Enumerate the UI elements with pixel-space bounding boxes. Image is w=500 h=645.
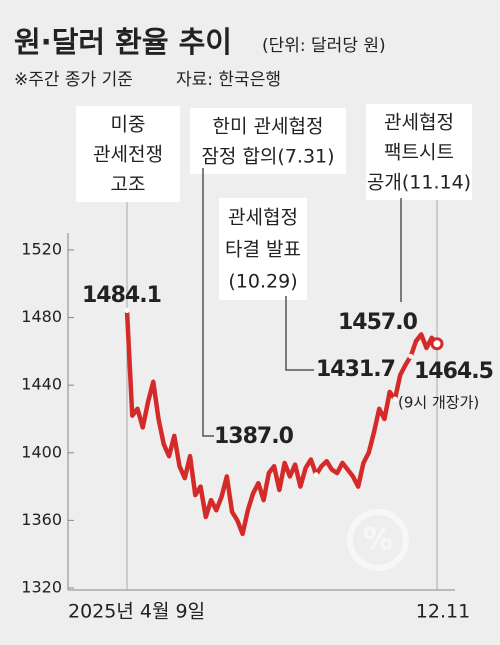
note: (9시 개장가) (398, 394, 479, 412)
data-label: 1387.0 (214, 424, 294, 449)
event-label: 한미 관세협정 (213, 116, 324, 138)
data-label: 1464.5 (414, 359, 493, 384)
subtitle: ※주간 종가 기준 (14, 70, 133, 90)
y-tick-label: 1320 (21, 578, 62, 597)
data-line (124, 310, 439, 537)
data-point (392, 396, 398, 402)
data-label: 1431.7 (316, 357, 395, 382)
data-point (408, 353, 414, 359)
event-label: 고조 (111, 174, 146, 196)
event-box (219, 198, 307, 300)
event-label: 관세협정 (384, 112, 454, 134)
x-tick-label: 12.11 (416, 601, 470, 623)
y-tick-label: 1440 (21, 375, 62, 394)
source: 자료: 한국은행 (176, 70, 281, 90)
y-tick-label: 1520 (21, 239, 62, 258)
percent-icon: % (347, 509, 409, 571)
unit-label: (단위: 달러당 원) (262, 36, 386, 56)
data-label: 1457.0 (338, 310, 418, 335)
event-label: 공개(11.14) (367, 172, 471, 194)
event-label: 미중 (111, 114, 146, 136)
data-label: 1484.1 (82, 283, 161, 308)
y-tick-label: 1480 (21, 307, 62, 326)
y-tick-label: 1360 (21, 510, 62, 529)
event-label: 관세전쟁 (93, 144, 163, 166)
event-label: 타결 발표 (225, 239, 301, 261)
leader-line (202, 168, 214, 437)
event-box (366, 104, 472, 200)
data-point (124, 308, 130, 314)
x-tick-label: 2025년 4월 9일 (68, 601, 205, 623)
data-point (430, 337, 444, 351)
event-label: 관세협정 (228, 207, 298, 229)
event-label: (10.29) (228, 271, 297, 293)
event-box (76, 106, 180, 202)
svg-text:%: % (363, 523, 393, 558)
chart-title: 원·달러 환율 추이 (14, 25, 232, 59)
event-label: 팩트시트 (384, 142, 454, 164)
event-label: 잠정 합의(7.31) (201, 146, 334, 168)
event-box (190, 108, 346, 174)
leader-line (285, 296, 314, 371)
y-tick-label: 1400 (21, 442, 62, 461)
data-point (313, 472, 319, 478)
